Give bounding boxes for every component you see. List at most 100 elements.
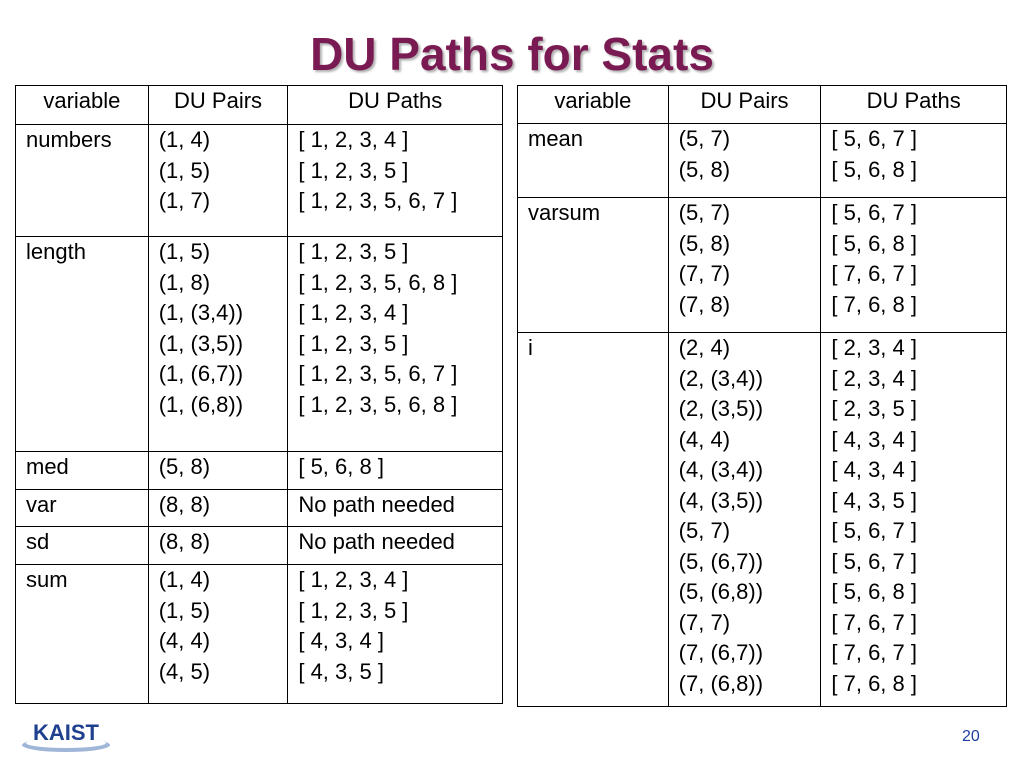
du-path: No path needed <box>298 529 455 554</box>
du-pairs-cell: (2, 4) (2, (3,4)) (2, (3,5)) (4, 4) (4, (3,4… <box>667 332 822 707</box>
du-pair: (5, 8) <box>678 230 731 256</box>
table-row: med (5, 8) [ 5, 6, 8 ] <box>15 451 503 490</box>
du-pair: (1, 5) <box>158 597 211 623</box>
column-header-du-paths: DU Paths <box>287 85 503 125</box>
du-pair: (1, 4) <box>158 127 211 152</box>
du-path: [ 1, 2, 3, 5 ] <box>298 597 409 623</box>
du-path: [ 1, 2, 3, 5, 6, 7 ] <box>298 361 458 386</box>
du-pair: (1, (6,8)) <box>158 391 244 417</box>
du-pair: (8, 8) <box>158 529 211 554</box>
du-paths-cell: [ 1, 2, 3, 5 ] [ 1, 2, 3, 5, 6, 8 ] [ 1, 2… <box>287 236 503 452</box>
du-pair: (5, 7) <box>678 200 731 225</box>
du-path: [ 1, 2, 3, 5, 6, 8 ] <box>298 269 458 295</box>
table-row: varsum (5, 7) (5, 8) (7, 7) (7, 8) [ 5, 6, 7 … <box>517 197 1007 333</box>
du-path: [ 7, 6, 7 ] <box>831 609 917 635</box>
du-table-left: variable DU Pairs DU Paths numbers (1, 4)… <box>15 85 503 704</box>
du-path: [ 2, 3, 4 ] <box>831 335 917 360</box>
du-path: [ 2, 3, 5 ] <box>831 396 917 421</box>
du-paths-cell: [ 5, 6, 8 ] <box>287 451 503 490</box>
variable-cell: varsum <box>517 197 669 333</box>
du-path: [ 4, 3, 4 ] <box>298 628 384 653</box>
du-pair: (2, 4) <box>678 335 731 360</box>
table-row: length (1, 5) (1, 8) (1, (3,4)) (1, (3,5)) (1… <box>15 236 503 452</box>
du-pair: (1, (6,7)) <box>158 361 244 386</box>
variable-cell: numbers <box>15 124 149 237</box>
table-row: numbers (1, 4) (1, 5) (1, 7)[ 1, 2, 3, 4 ][… <box>15 124 503 237</box>
du-pairs-cell: (5, 8) <box>147 451 289 490</box>
table-row: sum (1, 4) (1, 5) (4, 4) (4, 5) [ 1, 2, 3, 4 … <box>15 564 503 704</box>
du-path: [ 7, 6, 8 ] <box>831 291 917 317</box>
du-pairs-cell: (8, 8) <box>147 489 289 527</box>
du-path: [ 4, 3, 5 ] <box>298 658 384 684</box>
du-paths-cell: [ 5, 6, 7 ] [ 5, 6, 8 ] [ 7, 6, 7 ] [ 7, 6,… <box>820 197 1007 333</box>
du-pair: (4, (3,5)) <box>678 487 764 513</box>
du-pairs-cell: (8, 8) <box>147 526 289 565</box>
du-path: [ 7, 6, 8 ] <box>831 670 917 696</box>
du-path: [ 1, 2, 3, 5, 6, 7 ] <box>298 188 458 213</box>
du-pair: (1, 5) <box>158 157 211 183</box>
du-pair: (5, (6,7)) <box>678 548 764 574</box>
column-header-variable: variable <box>15 85 149 125</box>
du-path: [ 1, 2, 3, 4 ] <box>298 567 409 592</box>
du-pair: (2, (3,4)) <box>678 365 764 391</box>
page-number: 20 <box>962 728 980 745</box>
du-path: No path needed <box>298 492 455 517</box>
du-pairs-cell: (5, 7) (5, 8) <box>667 123 822 198</box>
du-path: [ 1, 2, 3, 5 ] <box>298 239 409 264</box>
du-path: [ 7, 6, 7 ] <box>831 261 917 286</box>
du-path: [ 4, 3, 4 ] <box>831 457 917 482</box>
du-paths-cell: No path needed <box>287 489 503 527</box>
du-pair: (8, 8) <box>158 492 211 517</box>
du-pair: (7, (6,8)) <box>678 670 764 696</box>
du-pair: (1, (3,5)) <box>158 330 244 356</box>
variable-cell: i <box>517 332 669 707</box>
du-paths-cell: [ 2, 3, 4 ] [ 2, 3, 4 ] [ 2, 3, 5 ] [ 4, 3,… <box>820 332 1007 707</box>
du-pair: (5, 8) <box>158 454 211 479</box>
du-path: [ 4, 3, 4 ] <box>831 426 917 452</box>
du-pairs-cell: (5, 7) (5, 8) (7, 7) (7, 8) <box>667 197 822 333</box>
kaist-logo: KAIST <box>22 720 110 752</box>
du-pairs-cell: (1, 5) (1, 8) (1, (3,4)) (1, (3,5)) (1, (6,7… <box>147 236 289 452</box>
variable-cell: sd <box>15 526 149 565</box>
du-path: [ 5, 6, 7 ] <box>831 126 917 151</box>
du-path: [ 7, 6, 7 ] <box>831 640 917 665</box>
column-header-du-pairs: DU Pairs <box>147 85 289 125</box>
table-row: var (8, 8) No path needed <box>15 489 503 527</box>
du-pair: (2, (3,5)) <box>678 396 764 421</box>
variable-cell: med <box>15 451 149 490</box>
column-header-variable: variable <box>517 85 669 124</box>
du-table-left-body: numbers (1, 4) (1, 5) (1, 7)[ 1, 2, 3, 4 ][… <box>15 124 503 704</box>
table-row: mean (5, 7) (5, 8) [ 5, 6, 7 ] [ 5, 6, 8 ] <box>517 123 1007 198</box>
du-path: [ 4, 3, 5 ] <box>831 487 917 513</box>
du-pair: (7, (6,7)) <box>678 640 764 665</box>
variable-cell: sum <box>15 564 149 704</box>
variable-cell: length <box>15 236 149 452</box>
logo-text: KAIST <box>33 720 100 745</box>
du-pair: (4, (3,4)) <box>678 457 764 482</box>
du-pair: (5, 7) <box>678 126 731 151</box>
du-path: [ 5, 6, 8 ] <box>831 156 917 182</box>
du-path: [ 1, 2, 3, 4 ] <box>298 127 409 152</box>
du-path: [ 1, 2, 3, 5 ] <box>298 157 409 183</box>
du-paths-cell: No path needed <box>287 526 503 565</box>
column-header-du-paths: DU Paths <box>820 85 1007 124</box>
du-path: [ 5, 6, 7 ] <box>831 200 917 225</box>
table-row: sd (8, 8) No path needed <box>15 526 503 565</box>
du-pair: (7, 7) <box>678 609 731 635</box>
slide-title: DU Paths for Stats <box>310 28 714 80</box>
du-pair: (5, 7) <box>678 518 731 543</box>
du-pair: (1, 4) <box>158 567 211 592</box>
table-row: i (2, 4) (2, (3,4)) (2, (3,5)) (4, 4) (4, (3,… <box>517 332 1007 707</box>
du-pair: (1, 5) <box>158 239 211 264</box>
du-paths-cell: [ 1, 2, 3, 4 ] [ 1, 2, 3, 5 ] [ 4, 3, 4 ] [… <box>287 564 503 704</box>
du-pair: (1, (3,4)) <box>158 300 244 325</box>
du-path: [ 5, 6, 8 ] <box>831 579 917 604</box>
du-pair: (5, 8) <box>678 156 731 182</box>
du-pair: (7, 7) <box>678 261 731 286</box>
du-pair: (1, 8) <box>158 269 211 295</box>
column-header-du-pairs: DU Pairs <box>667 85 822 124</box>
du-path: [ 1, 2, 3, 5 ] <box>298 330 409 356</box>
du-path: [ 5, 6, 8 ] <box>298 454 384 479</box>
du-pairs-cell: (1, 4) (1, 5) (4, 4) (4, 5) <box>147 564 289 704</box>
du-pair: (4, 4) <box>678 426 731 452</box>
